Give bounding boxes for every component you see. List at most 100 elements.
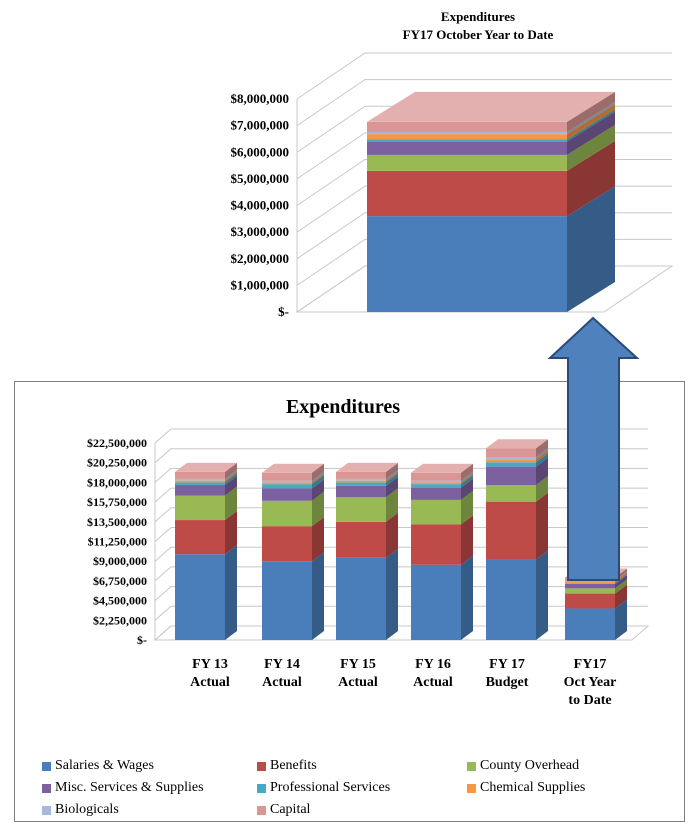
gridline xyxy=(296,79,672,127)
bar-segment-front xyxy=(262,488,312,501)
legend-swatch xyxy=(42,805,51,815)
bar-segment-front xyxy=(367,134,567,140)
bar-top xyxy=(411,463,473,473)
bar-segment-side xyxy=(461,475,473,488)
bar-segment-front xyxy=(486,462,536,467)
stacked-bar xyxy=(367,91,615,312)
y-tick-label: $- xyxy=(137,633,147,647)
stacked-bar xyxy=(411,463,473,640)
bar-segment-front xyxy=(565,593,615,609)
legend-label: Benefits xyxy=(270,758,317,773)
bar-segment-side xyxy=(461,473,473,485)
x-category-label: Actual xyxy=(262,675,302,690)
bar-segment-side xyxy=(461,490,473,525)
bar-segment-side xyxy=(225,473,237,486)
bar-segment-front xyxy=(175,485,225,496)
bar-segment-front xyxy=(411,487,461,500)
bar-segment-side xyxy=(536,453,548,467)
top-chart-title: Expenditures xyxy=(441,9,515,24)
bar-segment-front xyxy=(175,554,225,640)
y-tick-label: $2,000,000 xyxy=(231,251,290,266)
bar-segment-side xyxy=(567,91,615,133)
bar-segment-front xyxy=(336,478,386,481)
legend-label: Salaries & Wages xyxy=(55,758,154,773)
legend-swatch xyxy=(42,783,51,793)
bar-segment-front xyxy=(262,472,312,481)
bar-segment-side xyxy=(312,463,324,481)
x-category-label: Actual xyxy=(190,675,230,690)
x-category-label: Budget xyxy=(486,675,529,690)
bar-segment-side xyxy=(536,448,548,460)
bar-segment-front xyxy=(565,583,615,584)
bar-segment-front xyxy=(336,480,386,483)
bar-segment-front xyxy=(175,471,225,479)
legend-item: Chemical Supplies xyxy=(467,780,585,796)
bar-segment-front xyxy=(411,484,461,488)
bar-segment-front xyxy=(486,485,536,502)
bar-segment-front xyxy=(486,466,536,486)
y-tick-label: $22,500,000 xyxy=(87,436,147,450)
bar-segment-side xyxy=(567,186,615,312)
bar-segment-front xyxy=(367,139,567,142)
bar-segment-side xyxy=(615,574,627,589)
bar-segment-side xyxy=(615,579,627,594)
bar-segment-side xyxy=(225,545,237,640)
x-category-label: FY 16 xyxy=(415,657,451,672)
bar-segment-side xyxy=(312,552,324,640)
legend-swatch xyxy=(257,761,266,771)
y-tick-label: $1,000,000 xyxy=(231,277,290,292)
bar-segment-side xyxy=(386,473,398,486)
up-arrow-icon xyxy=(547,316,640,581)
bar-segment-front xyxy=(336,471,386,479)
bar-top xyxy=(262,463,324,473)
y-tick-label: $20,250,000 xyxy=(87,456,147,470)
bar-segment-side xyxy=(461,463,473,481)
bar-top xyxy=(486,439,548,449)
bar-segment-side xyxy=(312,473,324,485)
x-category-label: Actual xyxy=(338,675,378,690)
bar-segment-front xyxy=(336,485,386,498)
top-chart-subtitle: FY17 October Year to Date xyxy=(403,27,554,42)
bar-segment-side xyxy=(312,479,324,501)
bottom-chart-frame xyxy=(14,381,685,822)
bar-segment-side xyxy=(386,488,398,522)
y-tick-label: $18,000,000 xyxy=(87,475,147,489)
bar-segment-front xyxy=(367,216,567,312)
legend-label: Biologicals xyxy=(55,802,119,817)
bar-segment-front xyxy=(411,524,461,565)
y-tick-label: $6,000,000 xyxy=(231,144,290,159)
y-tick-label: $2,250,000 xyxy=(93,613,147,627)
stacked-bar xyxy=(262,463,324,640)
bar-segment-side xyxy=(567,140,615,217)
bar-segment-front xyxy=(336,521,386,558)
x-category-label: Actual xyxy=(413,675,453,690)
legend-item: County Overhead xyxy=(467,758,579,774)
bar-segment-front xyxy=(262,500,312,527)
legend-label: Chemical Supplies xyxy=(480,780,586,795)
bar-segment-front xyxy=(175,478,225,481)
legend-item: Misc. Services & Supplies xyxy=(42,780,204,796)
bar-segment-side xyxy=(461,515,473,565)
bar-segment-side xyxy=(225,469,237,481)
bar-segment-side xyxy=(536,457,548,486)
bar-segment-side xyxy=(312,471,324,483)
bar-segment-side xyxy=(386,469,398,481)
x-category-label: FY 13 xyxy=(192,657,228,672)
bar-segment-front xyxy=(367,170,567,217)
y-tick-label: $8,000,000 xyxy=(231,91,290,106)
bar-segment-front xyxy=(262,484,312,489)
bar-segment-front xyxy=(565,608,615,640)
legend-item: Professional Services xyxy=(257,780,390,796)
stacked-bar xyxy=(336,462,398,640)
bar-segment-side xyxy=(567,102,615,135)
bar-segment-front xyxy=(486,559,536,640)
bar-segment-side xyxy=(567,104,615,140)
bar-segment-front xyxy=(367,154,567,171)
bar-segment-side xyxy=(225,462,237,479)
bar-segment-side xyxy=(225,476,237,496)
y-tick-label: $15,750,000 xyxy=(87,495,147,509)
bar-segment-side xyxy=(386,471,398,483)
y-tick-label: $7,000,000 xyxy=(231,118,290,133)
legend-label: Professional Services xyxy=(270,780,391,795)
legend-label: Capital xyxy=(270,802,311,817)
